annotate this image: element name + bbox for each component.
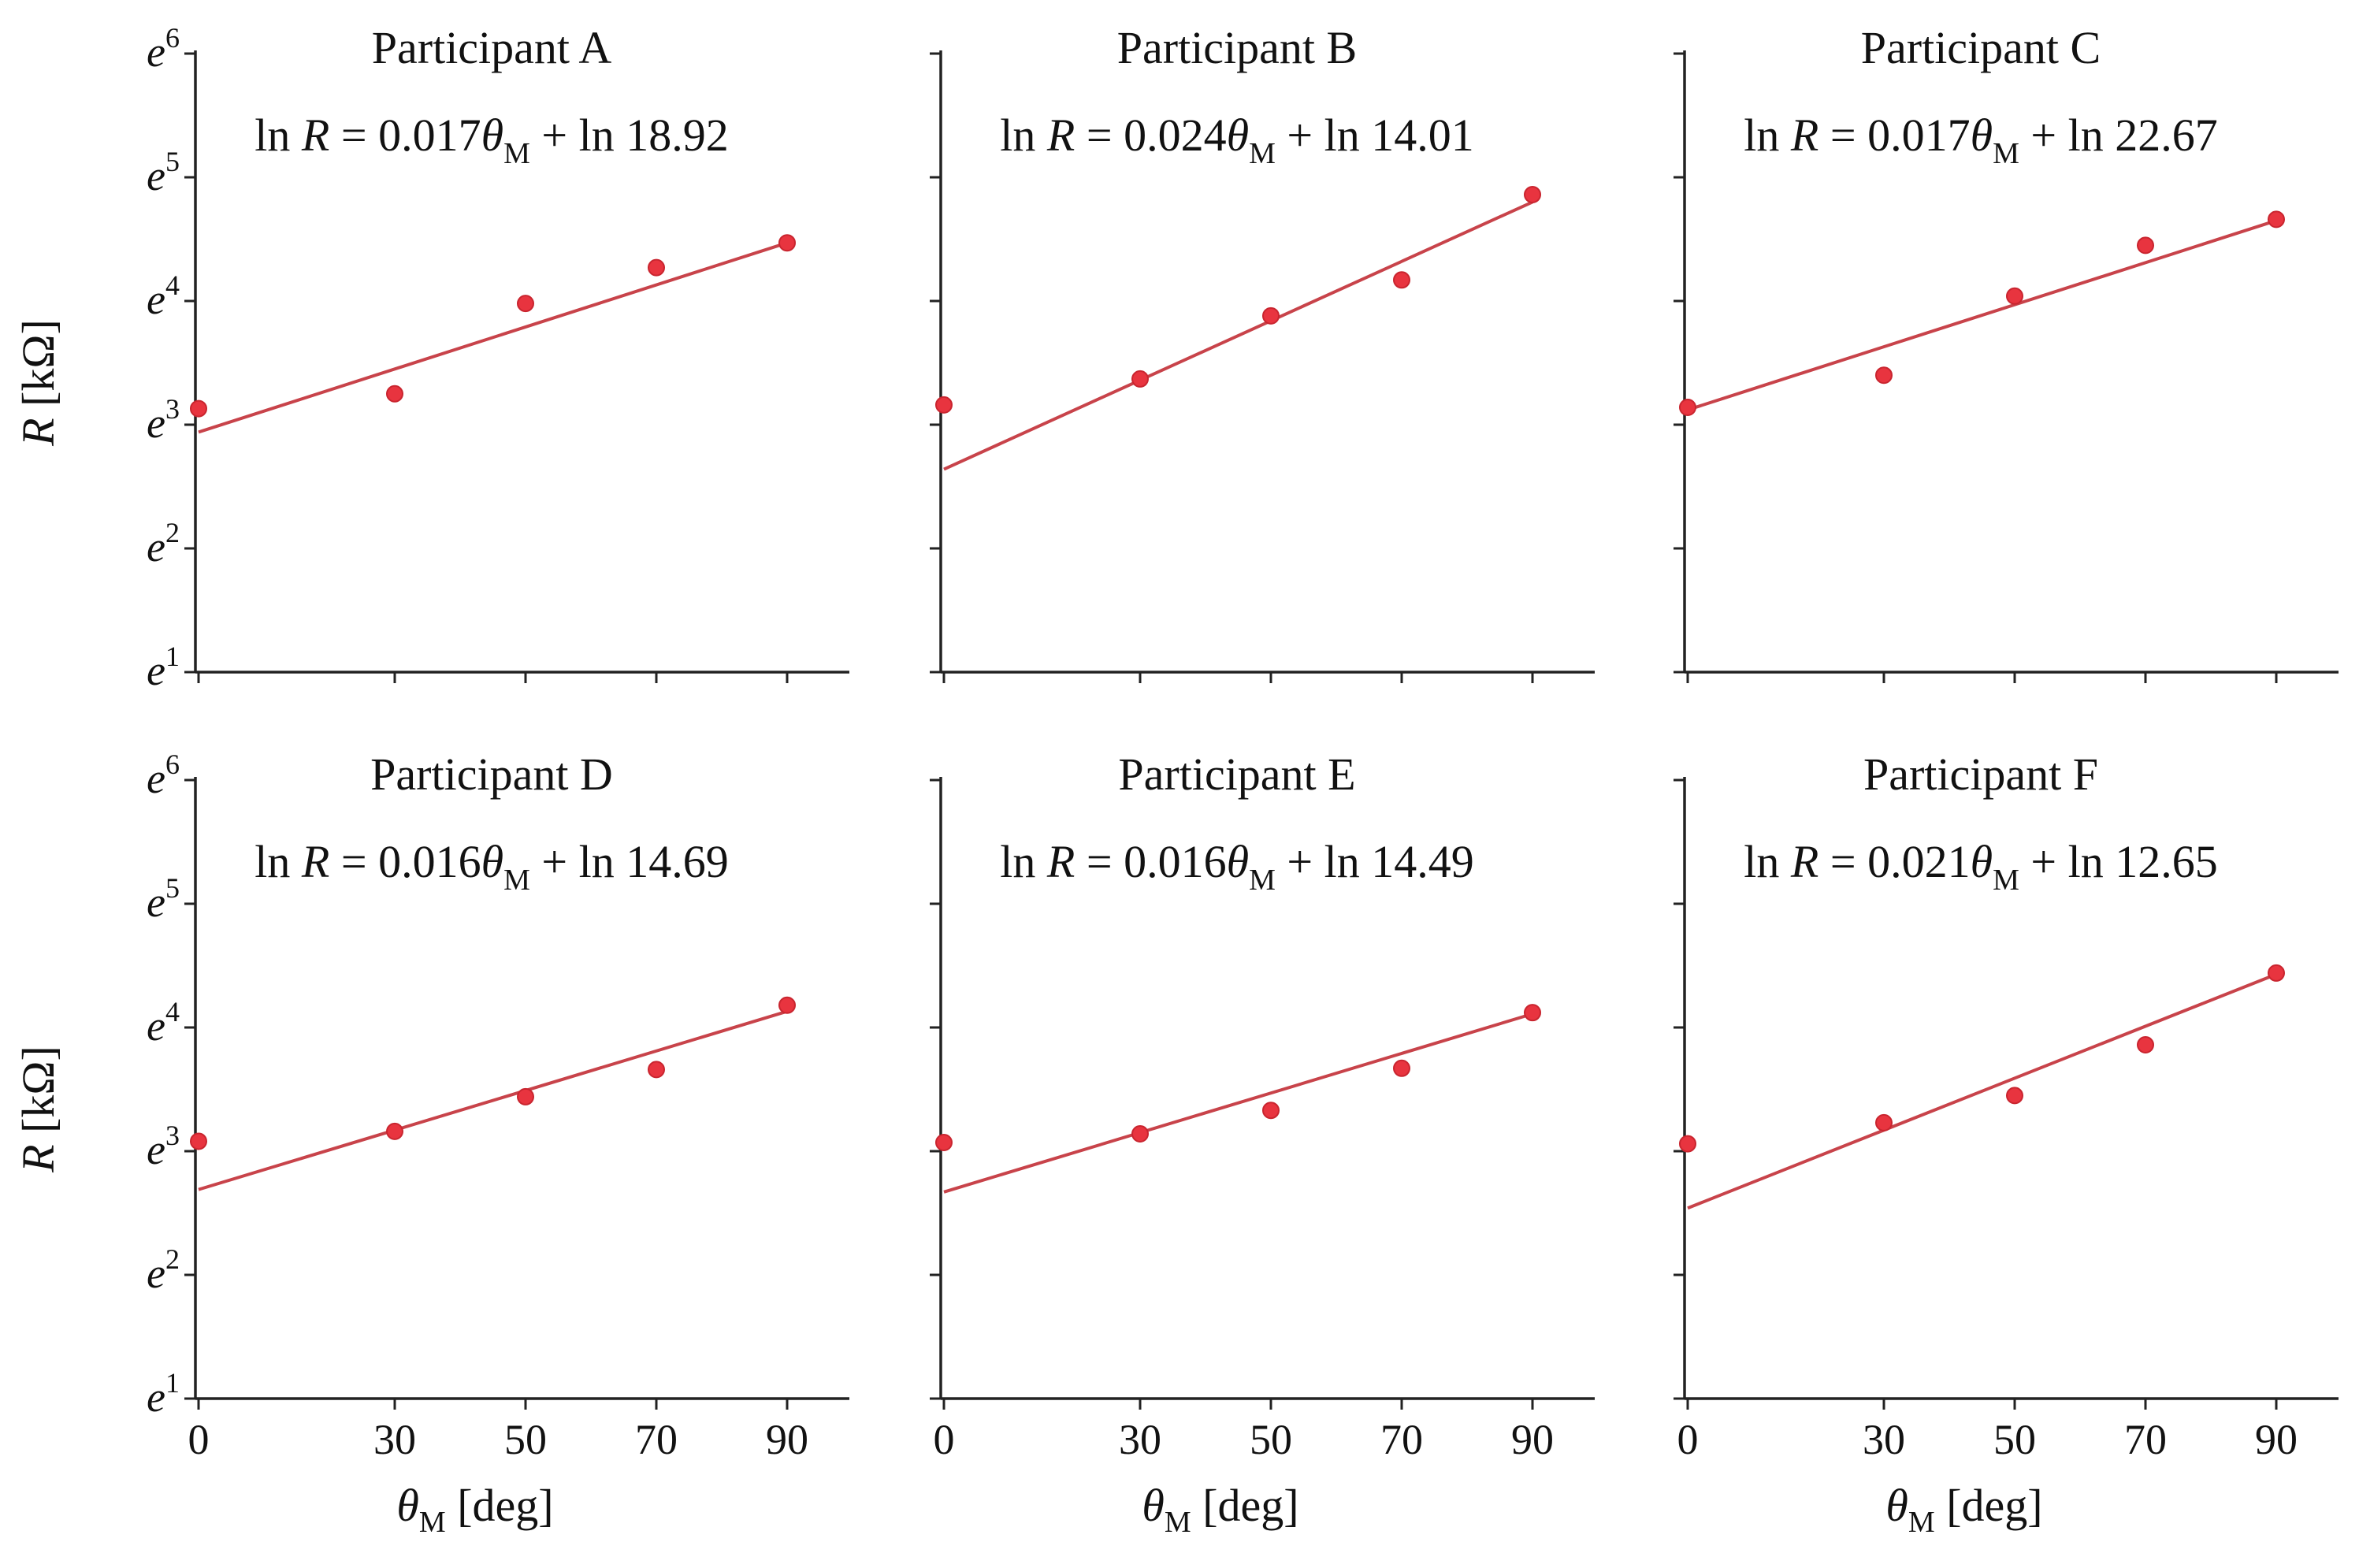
- x-tick-label: 90: [766, 1416, 808, 1463]
- panel-participant-d: e1 e2 e3 e4 e5 e6 0 30 50 70 90 R [kΩ] θM [deg] Parti…: [13, 749, 849, 1539]
- fit-line: [1687, 972, 2277, 1210]
- fit-line: [943, 1012, 1533, 1194]
- data-point: [1393, 1059, 1410, 1077]
- fit-line: [198, 1009, 788, 1191]
- data-point: [935, 1134, 953, 1152]
- x-tick-label: 70: [635, 1416, 678, 1463]
- x-tick-label: 30: [1119, 1416, 1161, 1463]
- fit-equation: ln R = 0.016θM + ln 14.69: [254, 836, 728, 897]
- y-tick-label: e5: [147, 146, 180, 199]
- y-tick-label: e3: [147, 1120, 180, 1173]
- data-point: [190, 399, 207, 418]
- fit-equation: ln R = 0.024θM + ln 14.01: [1000, 110, 1473, 170]
- fit-equation: ln R = 0.016θM + ln 14.49: [1000, 836, 1473, 897]
- data-point: [778, 234, 796, 252]
- y-tick-label: e6: [147, 22, 180, 76]
- x-tick-label: 90: [1511, 1416, 1554, 1463]
- data-point: [2268, 964, 2285, 982]
- data-point: [1679, 399, 1696, 417]
- data-point: [386, 1122, 403, 1140]
- panel-participant-c: Participant C ln R = 0.017θM + ln 22.67: [1674, 22, 2339, 683]
- data-point: [2268, 210, 2285, 229]
- y-axis-label: R [kΩ]: [13, 319, 64, 447]
- y-tick-label: e2: [147, 517, 180, 570]
- panel-title: Participant A: [372, 22, 612, 73]
- data-point: [1131, 1125, 1149, 1143]
- data-point: [1524, 185, 1541, 203]
- y-tick-label: e1: [147, 1367, 180, 1421]
- data-point: [1679, 1135, 1696, 1153]
- data-point: [2006, 287, 2023, 305]
- panel-participant-a: e1 e2 e3 e4 e5 e6 R [kΩ] Participant A ln R = 0.…: [13, 22, 849, 694]
- y-tick-label: e6: [147, 749, 180, 802]
- panel-title: Participant F: [1863, 749, 2098, 800]
- data-point: [648, 258, 665, 277]
- data-point: [1524, 1004, 1541, 1022]
- y-tick-label: e5: [147, 872, 180, 926]
- x-tick-label: 50: [1250, 1416, 1292, 1463]
- data-point: [1393, 271, 1410, 289]
- y-axis-label: R [kΩ]: [13, 1046, 64, 1173]
- y-tick-label: e1: [147, 641, 180, 694]
- x-tick-label: 70: [1380, 1416, 1423, 1463]
- fit-equation: ln R = 0.017θM + ln 18.92: [254, 110, 728, 170]
- fit-line: [943, 200, 1533, 471]
- x-axis-label: θM [deg]: [396, 1480, 553, 1539]
- data-point: [1131, 370, 1149, 388]
- data-point: [2137, 236, 2154, 255]
- panel-participant-e: 0 30 50 70 90 θM [deg] Participant E ln R = 0.0…: [930, 749, 1595, 1539]
- data-point: [1875, 366, 1893, 385]
- x-tick-label: 30: [373, 1416, 416, 1463]
- y-tick-label: e3: [147, 393, 180, 447]
- x-axis-label: θM [deg]: [1885, 1480, 2042, 1539]
- data-point: [778, 996, 796, 1014]
- panel-title: Participant C: [1861, 22, 2101, 73]
- fit-equation: ln R = 0.017θM + ln 22.67: [1744, 110, 2217, 170]
- panel-title: Participant D: [370, 749, 613, 800]
- x-tick-label: 0: [188, 1416, 210, 1463]
- x-tick-label: 50: [1993, 1416, 2036, 1463]
- x-axis-label: θM [deg]: [1142, 1480, 1298, 1539]
- x-tick-label: 90: [2255, 1416, 2298, 1463]
- data-point: [1875, 1113, 1893, 1131]
- x-tick-label: 0: [934, 1416, 955, 1463]
- data-point: [648, 1061, 665, 1079]
- data-point: [1262, 307, 1280, 325]
- data-point: [517, 295, 534, 313]
- panel-participant-b: Participant B ln R = 0.024θM + ln 14.01: [930, 22, 1595, 683]
- data-point: [1262, 1102, 1280, 1120]
- fit-line: [198, 241, 788, 434]
- data-point: [2137, 1035, 2154, 1053]
- x-tick-label: 0: [1677, 1416, 1699, 1463]
- y-tick-label: e2: [147, 1243, 180, 1297]
- fit-line: [1687, 219, 2277, 412]
- panel-title: Participant E: [1118, 749, 1355, 800]
- data-point: [386, 385, 403, 403]
- x-tick-label: 70: [2124, 1416, 2167, 1463]
- x-tick-label: 50: [504, 1416, 547, 1463]
- data-point: [2006, 1087, 2023, 1105]
- panel-title: Participant B: [1117, 22, 1357, 73]
- y-tick-label: e4: [147, 996, 180, 1050]
- y-tick-label: e4: [147, 269, 180, 323]
- data-point: [190, 1132, 207, 1150]
- panel-participant-f: 0 30 50 70 90 θM [deg] Participant F ln R = 0.0…: [1674, 749, 2339, 1539]
- x-tick-label: 30: [1863, 1416, 1905, 1463]
- data-point: [517, 1087, 534, 1105]
- data-point: [935, 396, 953, 414]
- fit-equation: ln R = 0.021θM + ln 12.65: [1744, 836, 2217, 897]
